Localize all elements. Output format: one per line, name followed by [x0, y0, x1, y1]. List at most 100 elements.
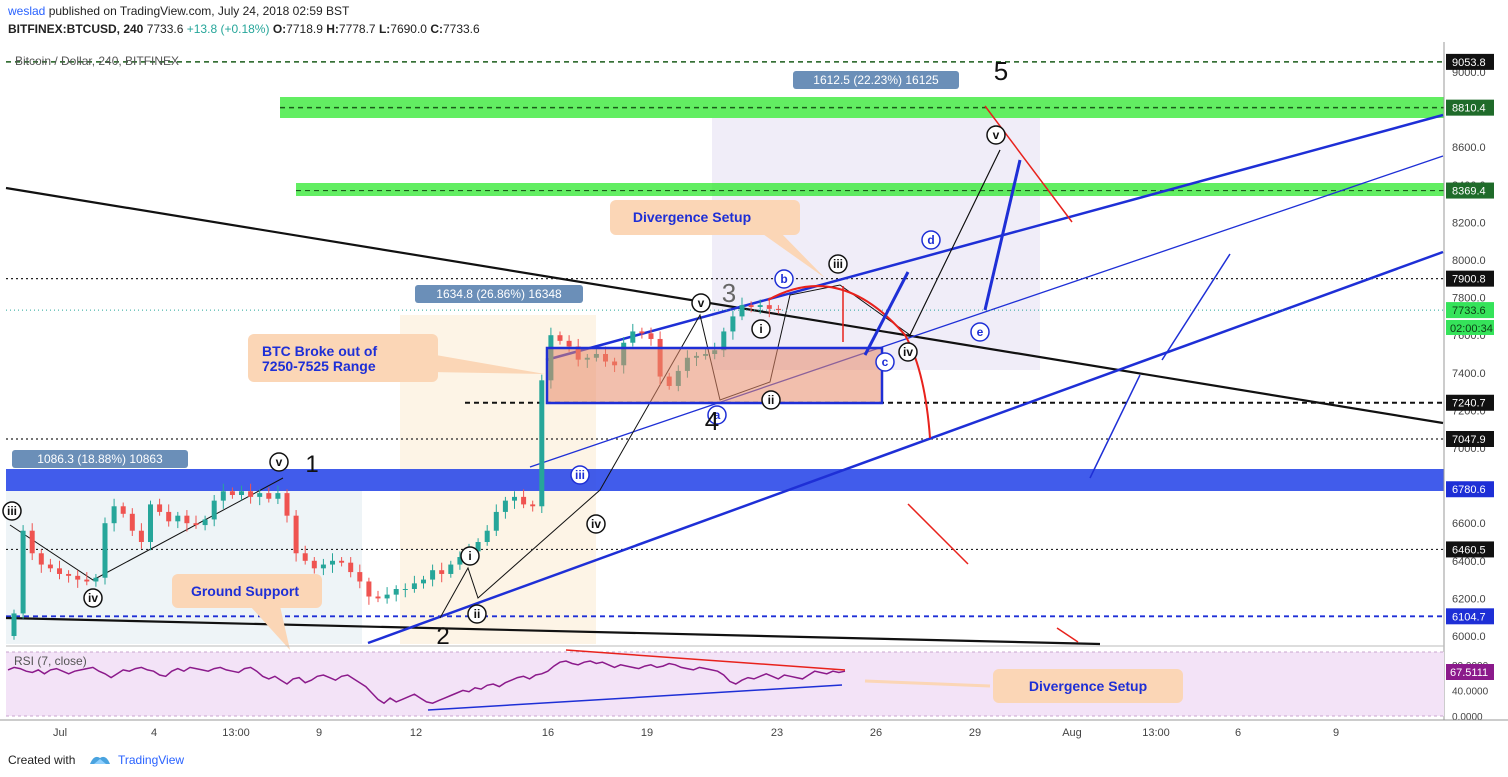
- rsi-line: [7, 660, 846, 705]
- candle: [457, 557, 463, 565]
- price-label: 7900.8: [1452, 274, 1486, 286]
- wave-label: iii: [575, 468, 585, 482]
- wave-label: 2: [436, 623, 449, 650]
- price-label: 6104.7: [1452, 611, 1486, 623]
- measure-box: [12, 450, 188, 468]
- price-change: +13.8 (+0.18%): [186, 22, 270, 36]
- wave-circle: [467, 604, 487, 624]
- wave-circle: [460, 546, 480, 566]
- wave-label: b: [780, 272, 787, 286]
- candle: [566, 340, 572, 347]
- price-chart[interactable]: Divergence Setup BTC Broke out of 7250-7…: [0, 42, 1508, 745]
- wave-circle: [2, 501, 22, 521]
- callout-ground: Ground Support: [172, 574, 322, 650]
- price-label-box: [1446, 541, 1494, 558]
- price-label-box: [1446, 270, 1494, 287]
- wave-label: 4: [705, 406, 719, 436]
- candle: [439, 570, 445, 574]
- author-link[interactable]: weslad: [8, 4, 46, 18]
- candle: [248, 491, 254, 497]
- x-tick-label: 9: [316, 727, 322, 739]
- published-text: published on TradingView.com, July 24, 2…: [48, 4, 350, 18]
- open-value: 7718.9: [286, 22, 323, 36]
- measure-box: [415, 285, 583, 303]
- green-zone-8810: [280, 97, 1444, 118]
- wave-circle: [691, 293, 711, 313]
- wave-circle: [921, 230, 941, 250]
- measure-text: 1612.5 (22.23%) 16125: [813, 73, 939, 87]
- x-tick-label: 13:00: [1142, 727, 1170, 739]
- y-tick-label: 7400.0: [1452, 368, 1486, 380]
- zones: [6, 61, 1444, 618]
- blue-arrow-thick-2: [983, 159, 1022, 311]
- price-label: 8369.4: [1452, 186, 1486, 198]
- countdown: 02:00:34: [1450, 323, 1493, 335]
- wave-label: v: [698, 296, 705, 310]
- x-tick-label: 6: [1235, 727, 1241, 739]
- rsi-blue-support: [427, 684, 843, 711]
- candle: [148, 504, 153, 542]
- price-label-box: [1446, 302, 1494, 319]
- green-zone-8369: [296, 183, 1444, 196]
- candle: [302, 553, 308, 561]
- candle: [66, 573, 72, 576]
- price-label-box: [1446, 481, 1494, 498]
- candle: [539, 380, 545, 507]
- candle: [721, 331, 727, 351]
- last-price: 7733.6: [146, 22, 184, 36]
- x-tick-label: 19: [641, 727, 653, 739]
- x-tick-label: 12: [410, 727, 422, 739]
- blue-channel-mid: [529, 155, 1444, 468]
- rsi-divergence-arrow: [864, 679, 991, 688]
- forecast-arrows: [767, 105, 1231, 643]
- price-label-box: [1446, 608, 1494, 625]
- candle: [184, 515, 190, 524]
- y-tick-label: 6000.0: [1452, 631, 1486, 643]
- candle: [357, 572, 363, 582]
- candle: [757, 305, 763, 307]
- wave-label: a: [714, 408, 721, 422]
- wave-label: c: [882, 355, 889, 369]
- candle: [20, 530, 26, 614]
- x-tick-label: 29: [969, 727, 981, 739]
- red-arrow-bottom: [1056, 627, 1079, 643]
- footer: Created with TradingView: [0, 745, 1508, 777]
- y-tick-label: 6600.0: [1452, 518, 1486, 530]
- candle: [257, 493, 263, 497]
- blue-arrow-thick-1: [863, 271, 910, 356]
- y-tick-label: 8000.0: [1452, 255, 1486, 267]
- wave-circle: [269, 452, 289, 472]
- low-label: L:: [378, 22, 391, 36]
- wave-circle: [828, 254, 848, 274]
- red-arrow-5: [984, 105, 1073, 223]
- callout-divergence-top: Divergence Setup: [610, 200, 825, 278]
- tradingview-link[interactable]: TradingView: [118, 753, 185, 767]
- candle: [630, 331, 636, 343]
- ohlc-line: BITFINEX:BTCUSD, 240 7733.6 +13.8 (+0.18…: [8, 22, 480, 36]
- wave-circle: [751, 319, 771, 339]
- blue-channel-bottom: [367, 250, 1444, 645]
- wave-circle: [707, 405, 727, 425]
- candle: [84, 579, 90, 582]
- wave-label: e: [977, 325, 984, 339]
- candle: [57, 568, 62, 574]
- rsi-value-box: [1446, 664, 1494, 680]
- price-label: 6460.5: [1452, 544, 1486, 556]
- candle: [775, 308, 781, 311]
- price-label: 9053.8: [1452, 57, 1486, 69]
- x-tick-label: Jul: [53, 727, 67, 739]
- candle: [475, 542, 481, 552]
- price-label: 6780.6: [1452, 484, 1486, 496]
- x-tick-label: 23: [771, 727, 783, 739]
- candle: [339, 560, 345, 563]
- candle: [29, 530, 35, 554]
- candle: [639, 331, 645, 334]
- candle: [75, 575, 81, 580]
- blue-zone-6780: [6, 469, 1444, 491]
- close-label: C:: [430, 22, 443, 36]
- tradingview-logo-icon[interactable]: [88, 752, 112, 768]
- candle: [266, 493, 272, 499]
- measure-labels: 1634.8 (26.86%) 16348 1086.3 (18.88%) 108…: [12, 71, 959, 468]
- price-label: 8810.4: [1452, 103, 1486, 115]
